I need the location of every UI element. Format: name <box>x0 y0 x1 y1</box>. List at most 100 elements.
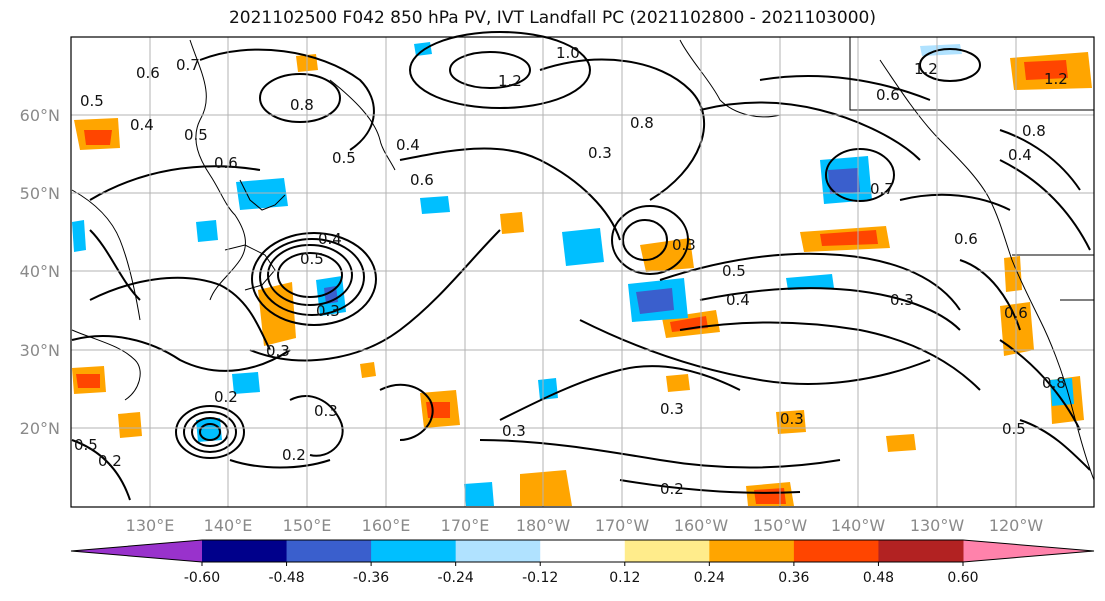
colorbar-segment <box>963 540 1094 562</box>
shade-positive <box>886 434 916 452</box>
contour-label: 0.8 <box>290 96 314 114</box>
contour-label: 0.4 <box>1008 146 1032 164</box>
contour-label: 0.3 <box>502 422 526 440</box>
colorbar-tick-label: 0.60 <box>947 570 978 586</box>
pv-contour-layer <box>71 31 1091 501</box>
shade-negative <box>72 220 86 252</box>
shade-negative <box>1050 378 1074 406</box>
contour-label: 0.3 <box>314 402 338 420</box>
colorbar-segment <box>878 540 964 562</box>
longitude-labels: 130°E 140°E 150°E 160°E 170°E 180°W 170°… <box>126 516 1044 535</box>
colorbar-segment <box>286 540 372 562</box>
contour-label: 0.3 <box>890 291 914 309</box>
colorbar-tick-label: 0.24 <box>694 570 725 586</box>
shade-negative <box>196 220 218 242</box>
contour-label: 0.2 <box>282 446 306 464</box>
colorbar-tick-label: -0.24 <box>438 570 474 586</box>
contour-label: 0.4 <box>318 230 342 248</box>
colorbar-segment <box>793 540 879 562</box>
colorbar-segment <box>371 540 457 562</box>
colorbar-tick-label: -0.12 <box>522 570 558 586</box>
contour-label: 0.8 <box>1022 122 1046 140</box>
contour-label: 0.3 <box>588 144 612 162</box>
colorbar-segment <box>202 540 288 562</box>
shade-positive <box>118 412 142 438</box>
contour-label: 0.2 <box>98 452 122 470</box>
lon-label: 140°E <box>204 516 253 535</box>
shade-negative <box>828 168 860 194</box>
contour-label: 0.5 <box>80 92 104 110</box>
colorbar-tick-label: 0.48 <box>863 570 894 586</box>
shade-positive <box>754 488 786 504</box>
colorbar-tick-label: -0.48 <box>268 570 304 586</box>
contour-label: 0.6 <box>214 154 238 172</box>
lat-label-50n: 50°N <box>20 184 60 203</box>
map-gridlines <box>71 37 1094 507</box>
lon-label: 130°W <box>910 516 965 535</box>
contour-label: 0.3 <box>660 400 684 418</box>
contour-label: 0.6 <box>876 86 900 104</box>
contour-label: 0.5 <box>722 262 746 280</box>
colorbar-segment <box>709 540 795 562</box>
shade-positive <box>84 130 112 145</box>
lon-label: 170°W <box>595 516 650 535</box>
contour-label: 0.3 <box>672 236 696 254</box>
lat-label-40n: 40°N <box>20 262 60 281</box>
shade-positive <box>1024 60 1068 80</box>
shade-positive <box>640 238 694 272</box>
contour-label: 0.4 <box>726 291 750 309</box>
colorbar-segment <box>455 540 541 562</box>
shade-negative <box>636 288 674 314</box>
contour-label: 0.5 <box>1002 420 1026 438</box>
shade-negative <box>464 482 494 506</box>
contour-label: 0.3 <box>266 342 290 360</box>
lon-label: 140°W <box>831 516 886 535</box>
contour-label: 0.4 <box>396 136 420 154</box>
contour-label: 0.6 <box>1004 304 1028 322</box>
colorbar <box>70 539 1095 563</box>
shade-negative <box>236 178 288 210</box>
map-background <box>71 37 1094 507</box>
colorbar-segment <box>540 540 626 562</box>
contour-label: 0.8 <box>1042 374 1066 392</box>
lon-label: 150°E <box>283 516 332 535</box>
colorbar-segment <box>624 540 710 562</box>
contour-label: 0.4 <box>130 116 154 134</box>
lat-label-60n: 60°N <box>20 106 60 125</box>
map-border <box>70 36 1095 508</box>
shade-positive <box>820 230 878 246</box>
lat-label-20n: 20°N <box>20 419 60 438</box>
contour-label: 1.2 <box>1044 70 1068 88</box>
shade-positive <box>666 374 690 392</box>
contour-label: 0.7 <box>176 56 200 74</box>
shade-negative <box>562 228 604 266</box>
shade-positive <box>500 212 524 234</box>
colorbar-tick-label: -0.36 <box>353 570 389 586</box>
contour-label: 1.0 <box>556 44 580 62</box>
lon-label: 160°W <box>674 516 729 535</box>
contour-label: 0.5 <box>332 149 356 167</box>
colorbar-segment <box>71 540 202 562</box>
contour-label: 0.2 <box>214 388 238 406</box>
contour-label: 0.3 <box>780 410 804 428</box>
contour-labels: 0.6 0.7 0.5 0.4 0.5 0.5 0.4 0.6 0.8 1.2 … <box>74 44 1068 498</box>
lon-label: 120°W <box>989 516 1044 535</box>
lat-label-30n: 30°N <box>20 341 60 360</box>
shade-positive <box>426 402 450 418</box>
contour-label: 0.6 <box>954 230 978 248</box>
lon-label: 170°E <box>441 516 490 535</box>
shade-negative <box>420 196 450 214</box>
lon-label: 160°E <box>362 516 411 535</box>
latitude-labels: 60°N 50°N 40°N 30°N 20°N <box>20 106 60 438</box>
shade-negative <box>786 274 834 290</box>
colorbar-tick-labels: -0.60 -0.48 -0.36 -0.24 -0.12 0.12 0.24 0.36 0.4… <box>184 562 979 586</box>
contour-label: 0.7 <box>870 180 894 198</box>
map-title: 2021102500 F042 850 hPa PV, IVT Landfall… <box>228 8 876 28</box>
shade-positive <box>360 362 376 378</box>
lon-label: 180°W <box>516 516 571 535</box>
shade-positive <box>76 374 100 388</box>
lon-label: 130°E <box>126 516 175 535</box>
contour-label: 0.6 <box>136 64 160 82</box>
shade-positive <box>1000 302 1034 356</box>
